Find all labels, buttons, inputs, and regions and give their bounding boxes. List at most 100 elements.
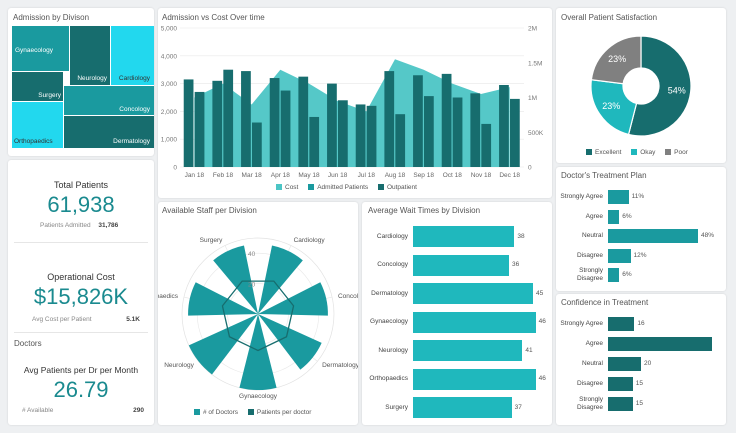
legend-item-poor[interactable]: Poor [657,149,688,156]
bar-outpatient[interactable] [366,105,377,167]
bar-outpatient[interactable] [452,97,463,168]
radar-sector-doctors[interactable] [258,314,322,370]
bar-admitted-patients[interactable] [298,76,309,167]
legend-item-excellent[interactable]: Excellent [578,149,621,156]
bar[interactable] [413,311,536,333]
bar-outpatient[interactable] [194,91,205,167]
category-label: Concology [377,261,408,268]
legend-item-doctors[interactable]: # of Doctors [186,409,238,416]
radar-sector-doctors[interactable] [188,282,258,316]
bar[interactable] [413,340,523,361]
bar[interactable] [413,397,512,418]
bar[interactable] [608,190,629,204]
bar[interactable] [608,209,620,224]
bar-outpatient[interactable] [252,122,262,167]
bar-outpatient[interactable] [510,98,520,167]
bar[interactable] [413,368,536,390]
x-tick-label: Nov 18 [471,172,492,179]
y-left-tick-label: 1,000 [161,137,178,144]
bar-admitted-patients[interactable] [355,104,366,167]
radar-axis-label: Gynaecology [239,393,278,400]
bar[interactable] [608,357,642,371]
radar-sector-doctors[interactable] [213,245,258,314]
radar-sector-doctors[interactable] [188,314,258,375]
value-label: 16 [637,320,645,327]
x-tick-label: Oct 18 [443,172,463,179]
bar[interactable] [608,377,633,391]
category-label: Cardiology [376,232,408,240]
treemap-cell-cardiology[interactable]: Cardiology [111,26,154,86]
staff-legend: # of Doctors Patients per doctor [186,409,311,416]
value-label: 46 [538,318,546,325]
treemap-cell-gynaecology[interactable]: Gynaecology [12,26,70,72]
bar-outpatient[interactable] [481,123,492,167]
treemap-cell-neurology[interactable]: Neurology [70,26,111,86]
bar-outpatient[interactable] [395,114,406,167]
radar-sector-doctors[interactable] [239,314,277,390]
bar[interactable] [608,317,635,331]
legend-item-okay[interactable]: Okay [623,149,655,156]
treemap-label: Gynaecology [15,47,53,54]
y-right-tick-label: 0 [528,165,532,172]
value-label: 48% [701,232,715,239]
bar-admitted-patients[interactable] [441,73,452,167]
category-label: Agree [585,340,603,347]
x-tick-label: Apr 18 [271,172,291,179]
radar-axis-label: Neurology [164,362,194,369]
bar-admitted-patients[interactable] [470,93,481,167]
value-label: 6% [622,212,632,220]
bar[interactable] [413,254,509,276]
pie-slice-poor[interactable] [590,35,642,85]
bar-outpatient[interactable] [338,100,348,167]
bar-admitted-patients[interactable] [183,79,194,167]
radar-sector-doctors[interactable] [258,282,328,316]
bar-admitted-patients[interactable] [384,71,395,167]
treemap-cell-surgery[interactable]: Surgery [12,72,64,102]
treemap-cell-dermatology[interactable]: Dermatology [64,116,154,148]
bar[interactable] [608,229,698,243]
bar[interactable] [413,226,515,247]
y-left-tick-label: 0 [173,165,177,172]
bar-outpatient[interactable] [424,96,434,167]
y-left-tick-label: 5,000 [161,26,178,33]
value-label: 15 [635,380,643,387]
category-label: Neurology [378,346,408,354]
bar[interactable] [608,268,620,282]
radar-sector-doctors[interactable] [258,245,303,314]
bar-admitted-patients[interactable] [499,84,509,167]
satisfaction-title: Overall Patient Satisfaction [561,13,658,22]
patients-admitted-value: 31,786 [98,222,119,229]
bar-admitted-patients[interactable] [413,75,423,167]
legend-item-patients-per-doctor[interactable]: Patients per doctor [240,409,311,416]
value-label: 36 [512,261,520,268]
treemap-label: Orthopaedics [14,138,53,145]
bar-admitted-patients[interactable] [269,78,280,167]
bar-outpatient[interactable] [309,116,320,167]
bar[interactable] [608,337,712,351]
pie-value-label: 23% [608,54,626,64]
bar[interactable] [608,248,631,263]
avg-cost-label: Avg Cost per Patient [32,316,92,323]
category-label: Disagree [576,380,603,387]
bar[interactable] [413,283,533,304]
category-label: Orthopaedics [369,375,408,382]
radar-line-patients-per-doctor[interactable] [221,280,295,352]
bar[interactable] [608,397,633,411]
staff-radar-chart: 40 20 Surgery Cardiology Concology Dermatolog… [158,237,358,400]
y-right-tick-label: 2M [528,26,537,33]
bar-outpatient[interactable] [223,69,234,167]
treemap-cell-orthopaedics[interactable]: Orthopaedics [12,102,64,148]
bar-outpatient[interactable] [280,90,291,167]
legend-label: Outpatient [386,184,417,191]
bar-admitted-patients[interactable] [327,83,337,167]
value-label: 6% [622,271,632,278]
legend-item-admitted[interactable]: Admitted Patients [300,184,368,191]
bar-admitted-patients[interactable] [241,71,251,167]
legend-item-outpatient[interactable]: Outpatient [370,184,417,191]
legend-item-cost[interactable]: Cost [268,184,298,191]
patients-admitted-row: Patients Admitted 31,786 [40,222,118,229]
pie-slice-excellent[interactable] [627,35,692,137]
pie-slice-okay[interactable] [590,79,638,136]
bar-admitted-patients[interactable] [212,80,223,167]
treemap-cell-concology[interactable]: Concology [64,86,154,116]
